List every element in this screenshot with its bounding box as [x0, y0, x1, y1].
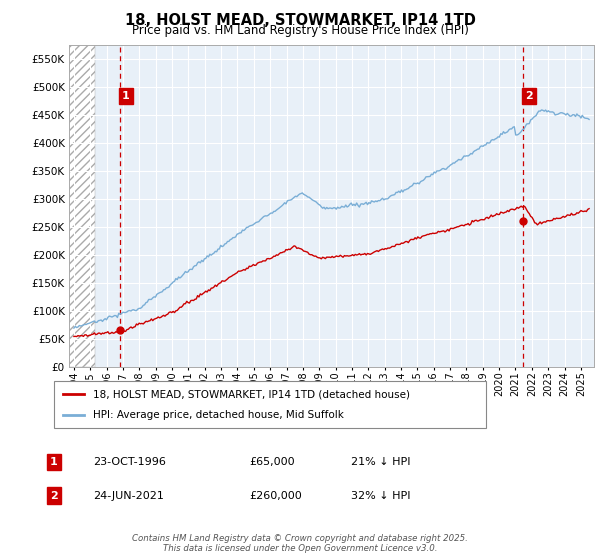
Text: 24-JUN-2021: 24-JUN-2021 [93, 491, 164, 501]
Text: HPI: Average price, detached house, Mid Suffolk: HPI: Average price, detached house, Mid … [93, 410, 344, 420]
Bar [69, 45, 95, 367]
Text: Price paid vs. HM Land Registry's House Price Index (HPI): Price paid vs. HM Land Registry's House … [131, 24, 469, 37]
Text: 2: 2 [50, 491, 58, 501]
Text: 21% ↓ HPI: 21% ↓ HPI [351, 457, 410, 467]
Text: Contains HM Land Registry data © Crown copyright and database right 2025.
This d: Contains HM Land Registry data © Crown c… [132, 534, 468, 553]
Text: 18, HOLST MEAD, STOWMARKET, IP14 1TD (detached house): 18, HOLST MEAD, STOWMARKET, IP14 1TD (de… [93, 389, 410, 399]
Text: £65,000: £65,000 [249, 457, 295, 467]
Text: 32% ↓ HPI: 32% ↓ HPI [351, 491, 410, 501]
Text: 1: 1 [122, 91, 130, 101]
Text: £260,000: £260,000 [249, 491, 302, 501]
Text: 23-OCT-1996: 23-OCT-1996 [93, 457, 166, 467]
FancyBboxPatch shape [54, 381, 486, 428]
Text: 1: 1 [50, 457, 58, 467]
Text: 18, HOLST MEAD, STOWMARKET, IP14 1TD: 18, HOLST MEAD, STOWMARKET, IP14 1TD [125, 13, 475, 28]
Text: 2: 2 [526, 91, 533, 101]
